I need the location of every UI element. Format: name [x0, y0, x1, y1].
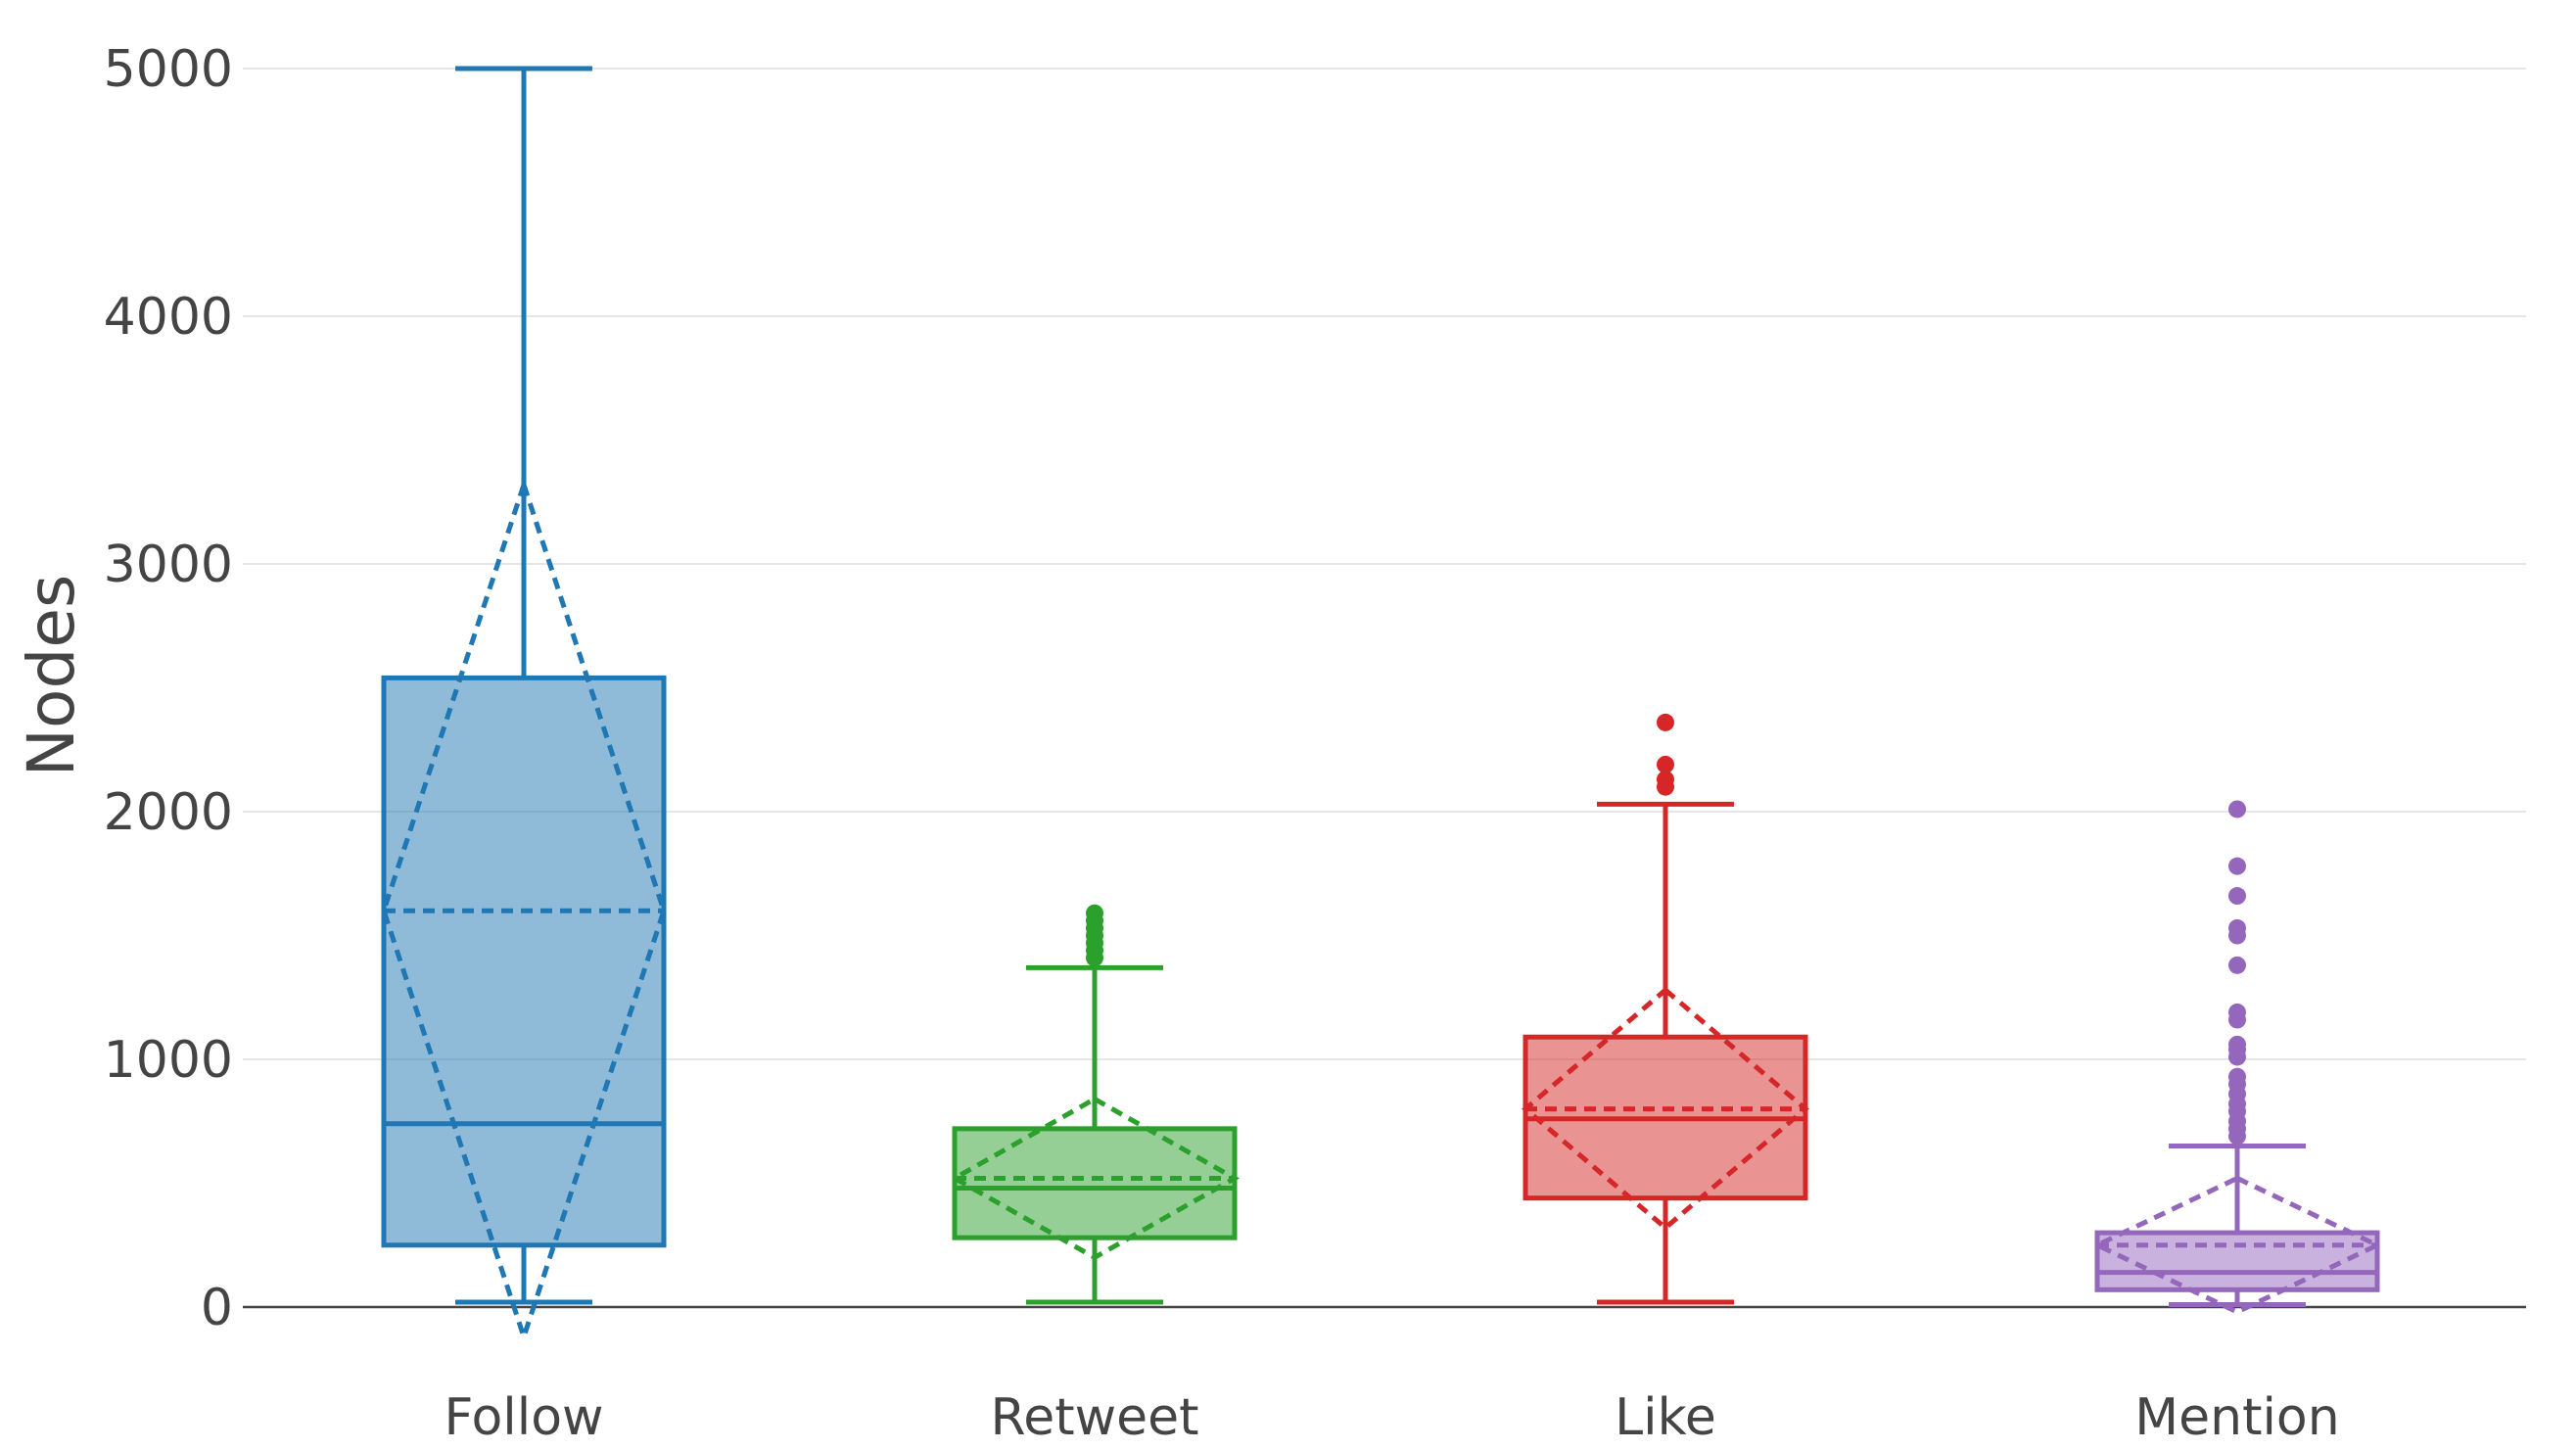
y-tick-label: 0 [201, 1279, 233, 1337]
y-tick-label: 2000 [104, 783, 233, 842]
axes: 0 1000 2000 3000 4000 5000 Follow Retweet Like Me… [104, 40, 2526, 1447]
iqr-box [381, 675, 667, 1248]
x-tick-label: Like [1615, 1388, 1716, 1446]
y-tick-label: 3000 [104, 536, 233, 594]
box-retweet [949, 904, 1241, 1305]
outlier-point [2228, 800, 2246, 819]
outlier-point [1657, 755, 1674, 773]
y-tick-label: 1000 [104, 1031, 233, 1090]
y-tick-label: 4000 [104, 288, 233, 347]
outlier-point [2228, 887, 2246, 906]
y-tick-label: 5000 [104, 40, 233, 99]
outlier-point [2228, 857, 2246, 875]
outlier-point [1657, 713, 1674, 731]
iqr-box [952, 1126, 1238, 1240]
outlier-point [2228, 1067, 2246, 1086]
boxes [381, 66, 2383, 1345]
x-tick-label: Mention [2134, 1388, 2339, 1446]
outlier-point [1657, 771, 1674, 789]
box-follow [381, 66, 667, 1345]
sd-diamond [381, 477, 667, 1345]
outlier-point [2228, 918, 2246, 937]
outlier-point [2228, 1035, 2246, 1053]
y-axis-title: Nodes [14, 575, 89, 777]
sd-diamond [2091, 1175, 2383, 1315]
sd-diamond [949, 1096, 1241, 1261]
outlier-point [1086, 904, 1103, 922]
x-tick-label: Follow [444, 1388, 603, 1446]
box-like [1522, 713, 1809, 1305]
outlier-point [2228, 1003, 2246, 1021]
x-tick-label: Retweet [990, 1388, 1198, 1446]
iqr-box [2094, 1230, 2380, 1292]
outlier-point [2228, 956, 2246, 974]
box-mention [2091, 800, 2383, 1315]
sd-diamond [1522, 986, 1809, 1232]
